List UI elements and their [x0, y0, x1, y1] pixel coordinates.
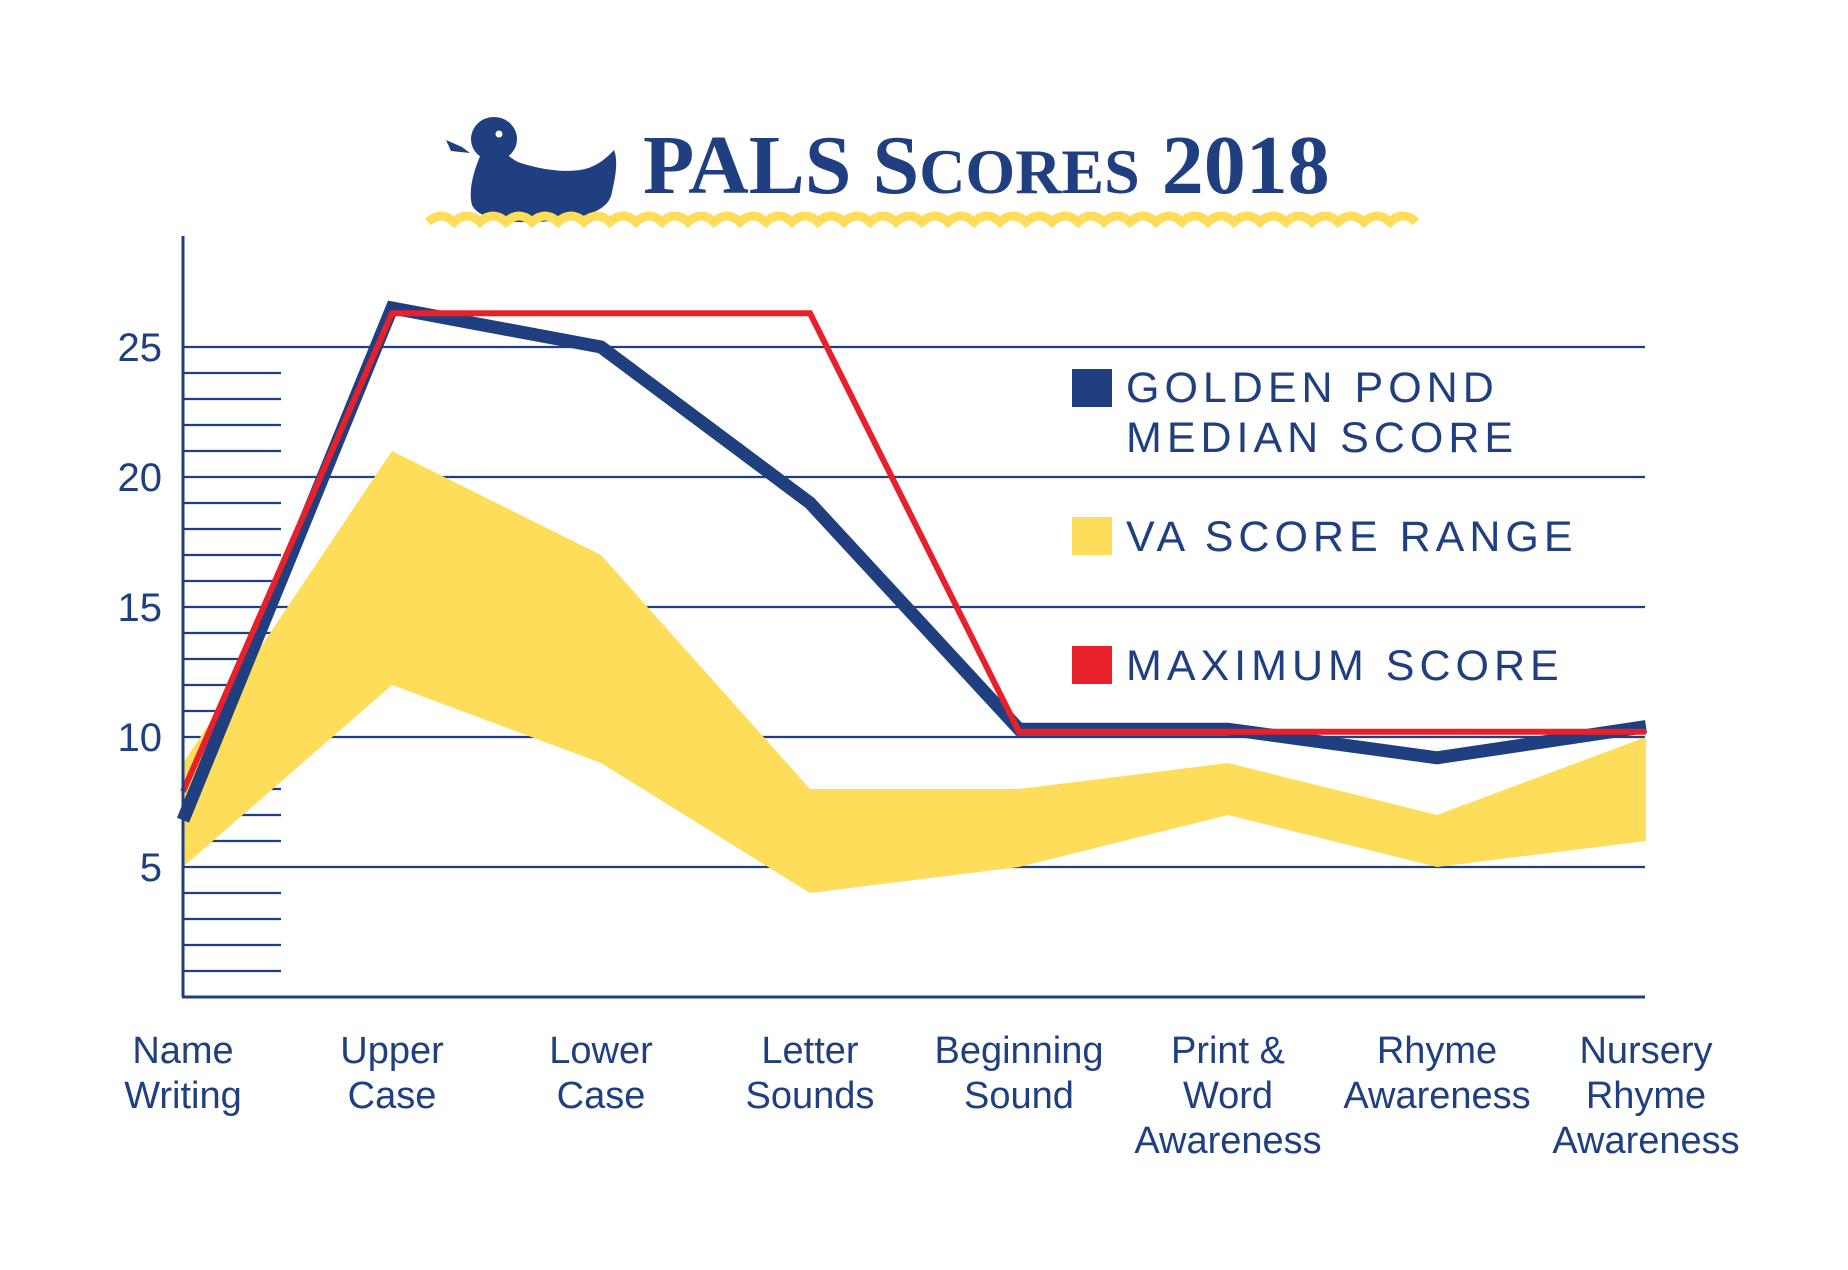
axes [181, 236, 1645, 999]
title-year: 2018 [1162, 119, 1330, 212]
x-tick-label: Lower Case [549, 1030, 653, 1117]
x-tick-label: Rhyme Awareness [1343, 1030, 1530, 1117]
x-tick-label-line: Upper [340, 1030, 444, 1072]
x-tick-label-line: Sounds [746, 1075, 875, 1117]
series-lines [176, 300, 1647, 823]
x-tick-label-line: Awareness [1134, 1120, 1321, 1162]
x-tick-label-line: Case [557, 1075, 646, 1117]
y-tick-label: 5 [140, 846, 162, 890]
va-range-band-layer [183, 451, 1646, 893]
x-tick-label: Upper Case [340, 1030, 444, 1117]
legend-label-max: MAXIMUM SCORE [1126, 642, 1564, 690]
x-tick-label-line: Rhyme [1586, 1075, 1706, 1117]
x-tick-label-line: Awareness [1552, 1120, 1739, 1162]
chart-title: PALS SCORES 2018 [424, 117, 1420, 229]
x-tick-label-line: Name [132, 1030, 233, 1072]
y-tick-labels: 5 10 15 20 25 [118, 326, 163, 890]
x-tick-label: Letter Sounds [746, 1030, 875, 1117]
x-tick-label: Beginning Sound [934, 1030, 1103, 1117]
duck-icon [446, 117, 617, 223]
wave-decoration [424, 211, 1420, 229]
x-tick-label-line: Letter [761, 1030, 859, 1072]
legend-swatch-max [1072, 646, 1112, 684]
x-tick-label-line: Rhyme [1377, 1030, 1497, 1072]
y-tick-label: 15 [118, 586, 163, 630]
x-tick-label-line: Case [348, 1075, 437, 1117]
legend-swatch-median [1072, 369, 1112, 407]
x-tick-label: Name Writing [124, 1030, 242, 1117]
maximum-score-line [180, 310, 1646, 793]
x-tick-label-line: Sound [964, 1075, 1074, 1117]
legend-swatch-range [1072, 517, 1112, 555]
x-tick-label-line: Beginning [934, 1030, 1103, 1072]
x-tick-label-line: Print & [1171, 1030, 1285, 1072]
title-prefix: PALS S [643, 119, 919, 212]
x-tick-label-line: Nursery [1579, 1030, 1712, 1072]
x-tick-label: Nursery Rhyme Awareness [1552, 1030, 1739, 1162]
x-tick-label-line: Awareness [1343, 1075, 1530, 1117]
x-tick-label-line: Lower [549, 1030, 653, 1072]
title-smallcaps: CORES [919, 136, 1140, 207]
y-tick-label: 10 [118, 716, 163, 760]
duck-eye [495, 130, 503, 138]
legend-label-median: GOLDEN POND [1126, 364, 1499, 412]
x-tick-label: Print & Word Awareness [1134, 1030, 1321, 1162]
x-tick-label-line: Word [1183, 1075, 1273, 1117]
y-tick-label: 20 [118, 456, 163, 500]
legend-label-range: VA SCORE RANGE [1126, 513, 1578, 561]
legend-label-median: MEDIAN SCORE [1126, 414, 1518, 462]
va-score-range-band [183, 451, 1646, 893]
y-tick-label: 25 [118, 326, 163, 370]
x-tick-label-line: Writing [124, 1075, 242, 1117]
